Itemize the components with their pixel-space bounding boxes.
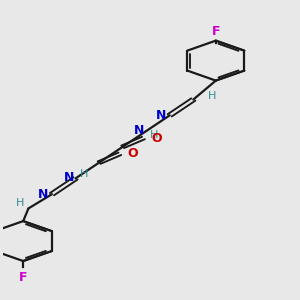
Text: N: N xyxy=(63,171,74,184)
Text: O: O xyxy=(151,131,162,145)
Text: N: N xyxy=(156,109,166,122)
Text: O: O xyxy=(128,147,138,160)
Text: F: F xyxy=(19,271,28,284)
Text: N: N xyxy=(134,124,145,136)
Text: N: N xyxy=(38,188,49,201)
Text: H: H xyxy=(16,198,24,208)
Text: H: H xyxy=(80,169,88,179)
Text: H: H xyxy=(150,130,158,140)
Text: F: F xyxy=(212,25,220,38)
Text: H: H xyxy=(208,92,217,101)
